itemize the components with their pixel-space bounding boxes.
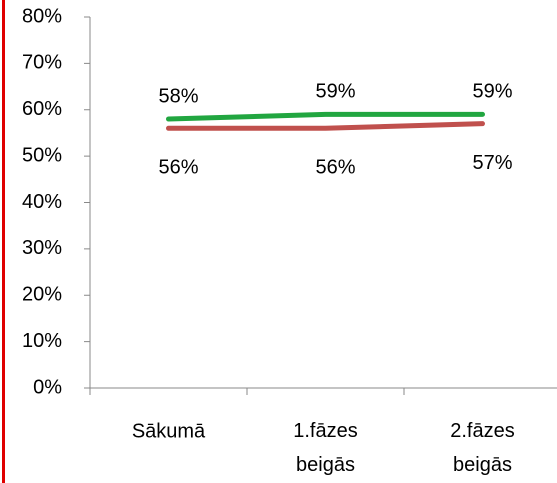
data-label: 56% (315, 157, 355, 179)
x-tick-label: 2.fāzes beigās (450, 420, 514, 476)
y-tick-label: 20% (22, 284, 62, 306)
data-label: 59% (472, 81, 512, 103)
data-label: 57% (472, 152, 512, 174)
data-label: 59% (315, 81, 355, 103)
y-tick-label: 40% (22, 191, 62, 213)
y-tick-label: 60% (22, 98, 62, 120)
x-tick-label: Sākumā (132, 420, 206, 442)
data-label: 58% (158, 85, 198, 107)
series-line (166, 121, 485, 131)
left-border (2, 0, 5, 483)
y-tick-label: 30% (22, 237, 62, 259)
y-tick-label: 70% (22, 52, 62, 74)
y-tick-label: 10% (22, 330, 62, 352)
series-line (166, 111, 485, 122)
y-tick-label: 80% (22, 5, 62, 27)
data-label: 56% (158, 157, 198, 179)
x-tick-label: 1.fāzes beigās (293, 420, 357, 476)
y-tick-label: 50% (22, 144, 62, 166)
y-tick-label: 0% (33, 376, 62, 398)
